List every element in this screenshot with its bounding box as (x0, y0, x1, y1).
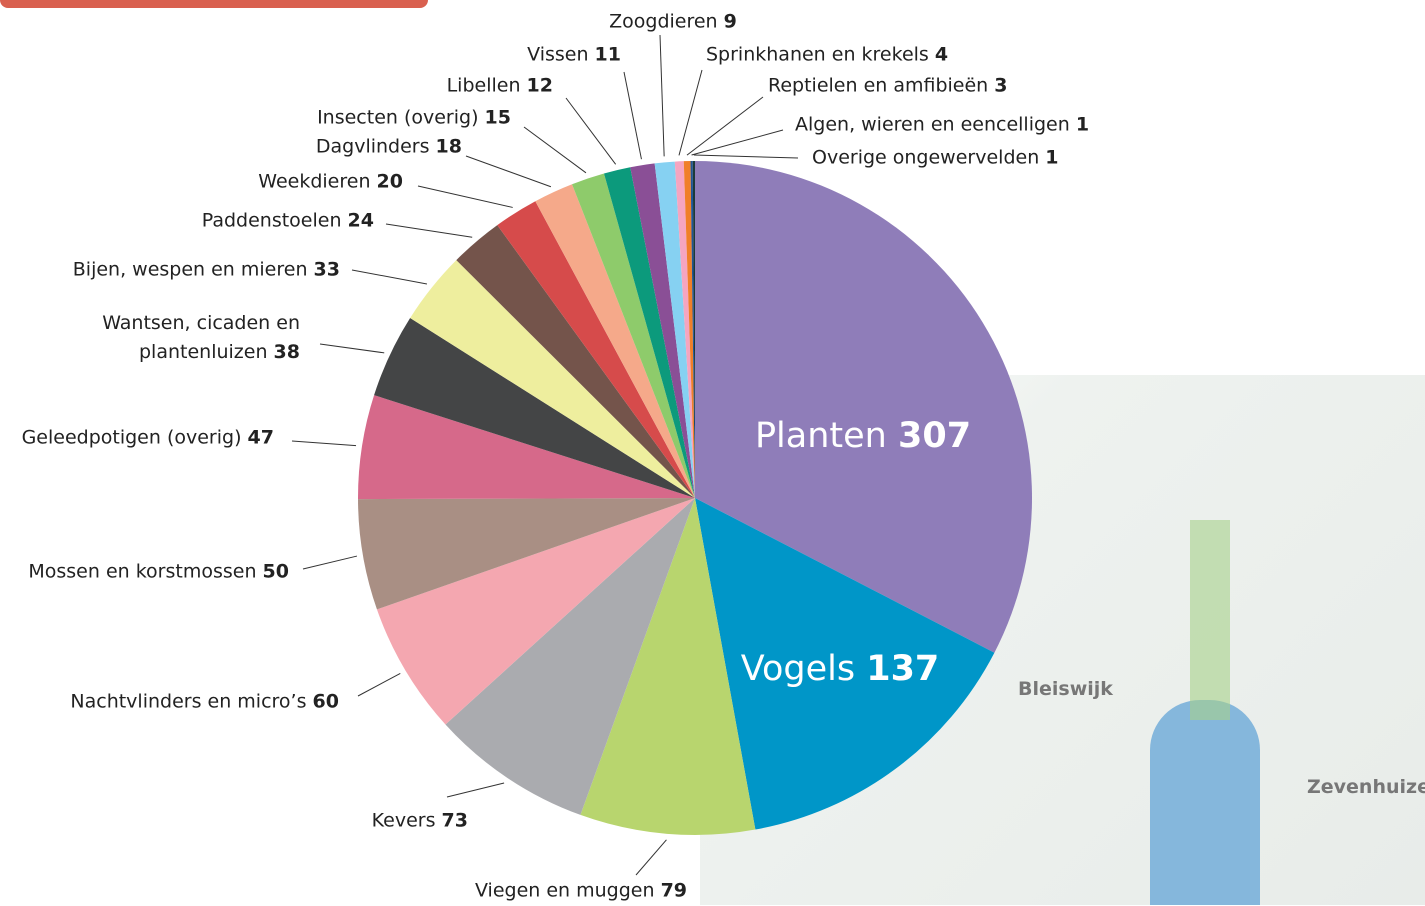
leader-line (636, 840, 666, 875)
slice-label: Geleedpotigen (overig) 47 (22, 424, 274, 453)
leader-line (418, 186, 513, 207)
leader-line (660, 35, 664, 156)
slice-label: Reptielen en amfibieën 3 (768, 72, 1008, 101)
value-label: 307 (898, 416, 971, 456)
value-label: 4 (935, 44, 948, 66)
category-name: Geleedpotigen (overig) (22, 427, 242, 449)
category-name: Planten (755, 416, 887, 456)
category-name: Vissen (527, 44, 588, 66)
value-label: 38 (274, 341, 300, 363)
slice-label: Planten 307 (755, 416, 971, 456)
value-label: 20 (377, 171, 403, 193)
category-name: Overige ongewervelden (812, 147, 1039, 169)
category-name: Bijen, wespen en mieren (73, 259, 308, 281)
leader-line (466, 156, 551, 187)
value-label: 33 (314, 259, 340, 281)
category-name: Paddenstoelen (202, 210, 342, 232)
slice-label: Zoogdieren 9 (609, 8, 737, 37)
category-name: Wantsen, cicaden en plantenluizen (102, 312, 300, 363)
category-name: Vogels (741, 649, 855, 689)
chart (0, 0, 1425, 905)
category-name: Libellen (447, 75, 521, 97)
category-name: Algen, wieren en eencelligen (795, 114, 1070, 136)
slice-label: Nachtvlinders en micro’s 60 (70, 688, 339, 717)
value-label: 50 (263, 561, 289, 583)
value-label: 79 (661, 880, 687, 902)
value-label: 15 (485, 107, 511, 129)
page: Bleiswijk Zevenhuize (() => { const data… (0, 0, 1425, 905)
category-name: Sprinkhanen en krekels (706, 44, 929, 66)
slice-label: Weekdieren 20 (258, 168, 403, 197)
category-name: Nachtvlinders en micro’s (70, 691, 306, 713)
slice-label: Sprinkhanen en krekels 4 (706, 41, 948, 70)
category-name: Dagvlinders (316, 136, 430, 158)
slice-label: Kevers 73 (372, 807, 468, 836)
slice-label: Bijen, wespen en mieren 33 (73, 256, 340, 285)
leader-line (386, 224, 472, 237)
value-label: 73 (442, 810, 468, 832)
slice-label: Algen, wieren en eencelligen 1 (795, 111, 1089, 140)
value-label: 47 (248, 427, 274, 449)
category-name: Reptielen en amfibieën (768, 75, 988, 97)
leader-line (694, 155, 798, 158)
category-name: Mossen en korstmossen (28, 561, 256, 583)
leader-line (358, 673, 400, 696)
value-label: 24 (348, 210, 374, 232)
value-label: 1 (1045, 147, 1058, 169)
leader-line (566, 98, 616, 164)
leader-line (320, 344, 384, 353)
leader-line (352, 270, 427, 284)
slice-label: Vissen 11 (527, 41, 621, 70)
slice-label: Insecten (overig) 15 (317, 104, 511, 133)
value-label: 137 (866, 649, 939, 689)
category-name: Zoogdieren (609, 11, 717, 33)
value-label: 60 (313, 691, 339, 713)
leader-line (692, 130, 783, 155)
slice-label: Wantsen, cicaden en plantenluizen 38 (70, 309, 300, 367)
slice-label: Mossen en korstmossen 50 (28, 558, 289, 587)
leader-line (679, 70, 702, 155)
category-name: Weekdieren (258, 171, 370, 193)
category-name: Kevers (372, 810, 436, 832)
slice-label: Dagvlinders 18 (316, 133, 462, 162)
category-name: Insecten (overig) (317, 107, 478, 129)
slice-label: Viegen en muggen 79 (475, 877, 687, 906)
value-label: 11 (595, 44, 621, 66)
leader-line (624, 72, 641, 159)
slice-label: Paddenstoelen 24 (202, 207, 374, 236)
leader-line (447, 783, 504, 797)
leader-line (524, 127, 586, 173)
slice-label: Vogels 137 (741, 649, 940, 689)
value-label: 18 (436, 136, 462, 158)
leader-line (292, 441, 356, 446)
category-name: Viegen en muggen (475, 880, 655, 902)
value-label: 3 (994, 75, 1007, 97)
leader-line (303, 556, 357, 569)
value-label: 9 (724, 11, 737, 33)
value-label: 1 (1076, 114, 1089, 136)
slice-label: Libellen 12 (447, 72, 553, 101)
value-label: 12 (527, 75, 553, 97)
slice-label: Overige ongewervelden 1 (812, 144, 1059, 173)
